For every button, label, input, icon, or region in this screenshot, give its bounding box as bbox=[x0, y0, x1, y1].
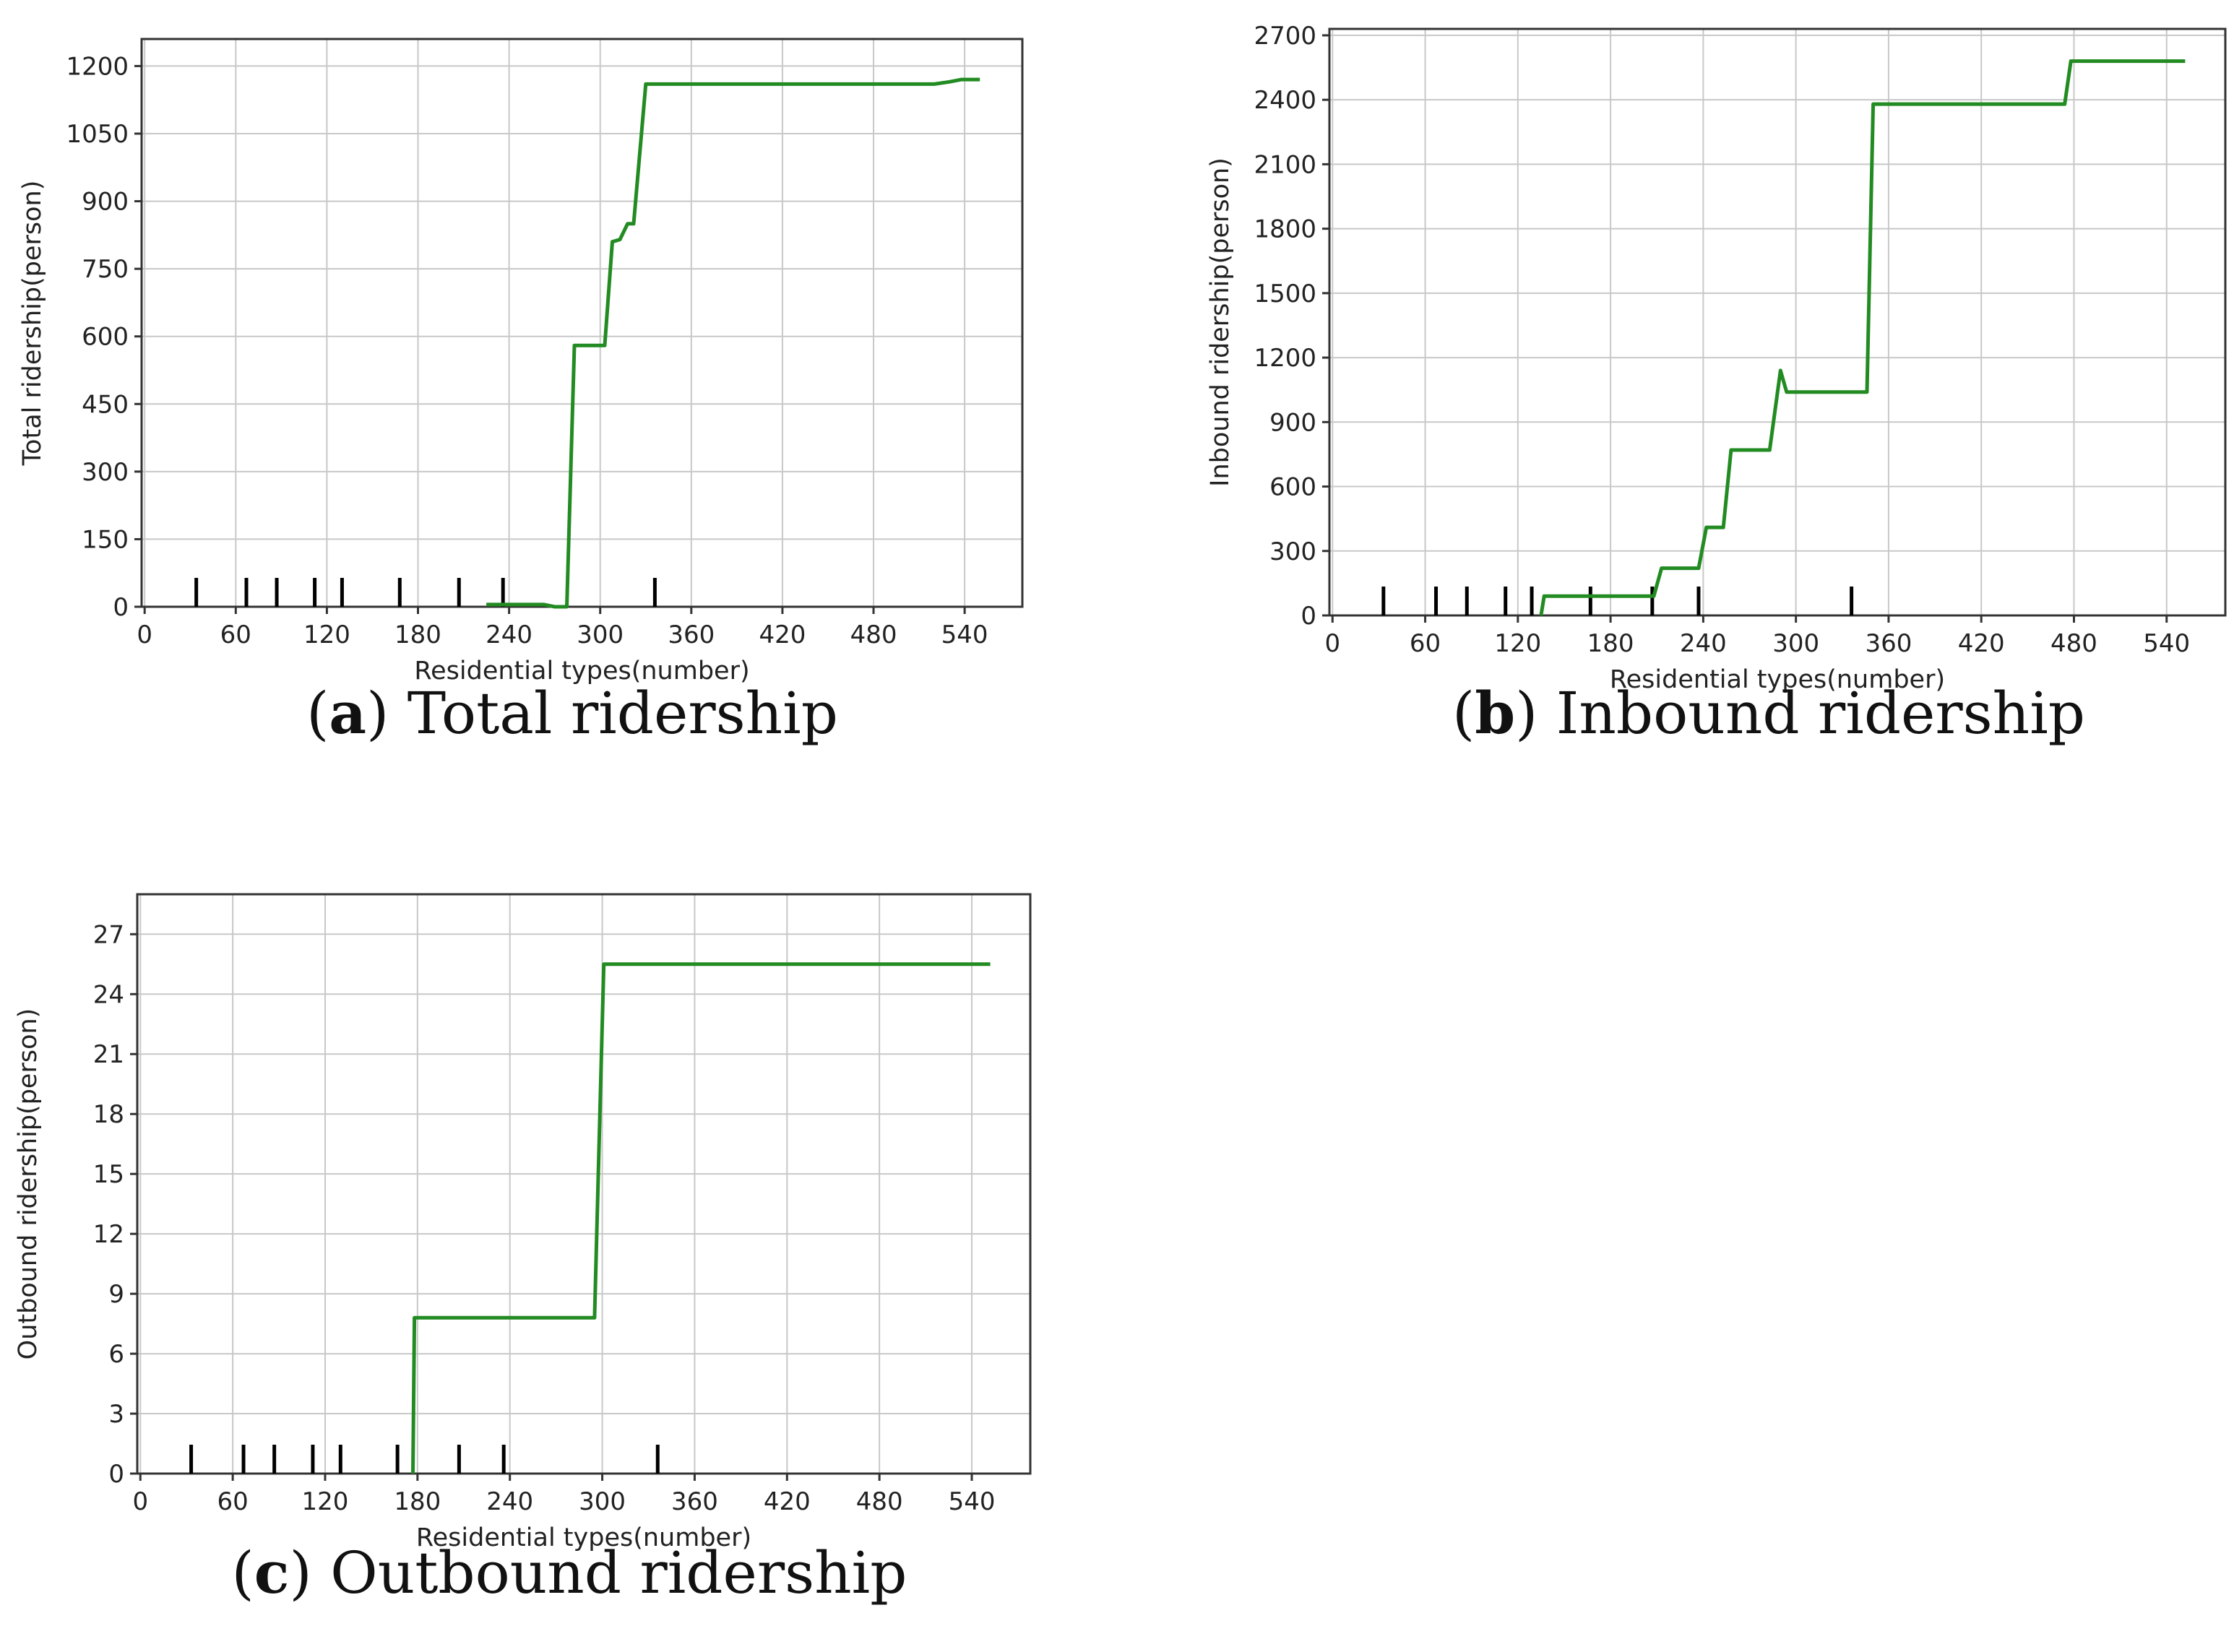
x-tick-label: 60 bbox=[1410, 629, 1441, 658]
y-tick-label: 1800 bbox=[1254, 215, 1316, 244]
y-tick-label: 27 bbox=[93, 920, 124, 949]
x-tick-label: 480 bbox=[2050, 629, 2097, 658]
x-tick-label: 480 bbox=[850, 620, 897, 649]
x-tick-label: 60 bbox=[217, 1487, 248, 1516]
x-tick-label: 120 bbox=[1494, 629, 1541, 658]
x-tick-label: 240 bbox=[486, 620, 532, 649]
x-tick-label: 360 bbox=[668, 620, 715, 649]
x-tick-label: 180 bbox=[394, 1487, 441, 1516]
x-tick-label: 240 bbox=[1680, 629, 1727, 658]
y-tick-label: 24 bbox=[93, 980, 124, 1009]
caption-text: Inbound ridership bbox=[1556, 680, 2085, 747]
y-tick-label: 0 bbox=[113, 593, 129, 622]
x-tick-label: 420 bbox=[764, 1487, 811, 1516]
y-tick-label: 18 bbox=[93, 1100, 124, 1129]
x-tick-label: 0 bbox=[132, 1487, 148, 1516]
caption-total-ridership: (a) Total ridership bbox=[306, 679, 838, 747]
y-tick-label: 0 bbox=[1301, 602, 1316, 631]
plot-frame bbox=[140, 38, 1024, 608]
y-tick-label: 150 bbox=[82, 525, 129, 554]
y-axis-label: Total ridership(person) bbox=[18, 181, 47, 467]
x-tick-label: 240 bbox=[486, 1487, 533, 1516]
y-tick-label: 300 bbox=[82, 458, 129, 487]
y-tick-label: 600 bbox=[82, 323, 129, 352]
y-tick-label: 1500 bbox=[1254, 280, 1316, 308]
y-axis-label: Outbound ridership(person) bbox=[14, 1008, 43, 1360]
x-tick-label: 540 bbox=[941, 620, 988, 649]
x-tick-label: 60 bbox=[220, 620, 251, 649]
x-tick-label: 360 bbox=[671, 1487, 718, 1516]
y-tick-label: 600 bbox=[1269, 473, 1316, 502]
x-tick-label: 300 bbox=[577, 620, 624, 649]
x-tick-label: 480 bbox=[856, 1487, 903, 1516]
y-tick-label: 300 bbox=[1269, 537, 1316, 566]
x-tick-label: 180 bbox=[1587, 629, 1634, 658]
y-tick-label: 2700 bbox=[1254, 22, 1316, 51]
caption-outbound-ridership: (c) Outbound ridership bbox=[231, 1539, 907, 1606]
plot-frame bbox=[1328, 27, 2227, 617]
y-tick-label: 21 bbox=[93, 1040, 124, 1069]
series-line bbox=[1539, 59, 2186, 616]
x-axis-label: Residential types(number) bbox=[414, 657, 749, 686]
x-tick-label: 0 bbox=[137, 620, 152, 649]
x-tick-label: 120 bbox=[303, 620, 350, 649]
caption-inbound-ridership: (b) Inbound ridership bbox=[1452, 679, 2085, 747]
x-tick-label: 180 bbox=[394, 620, 441, 649]
x-tick-label: 120 bbox=[302, 1487, 349, 1516]
y-tick-label: 9 bbox=[108, 1280, 124, 1309]
y-tick-label: 1200 bbox=[66, 52, 129, 81]
y-tick-label: 2400 bbox=[1254, 86, 1316, 115]
y-tick-label: 450 bbox=[82, 390, 129, 419]
caption-text: Total ridership bbox=[407, 680, 838, 747]
y-tick-label: 12 bbox=[93, 1220, 124, 1249]
x-tick-label: 540 bbox=[949, 1487, 996, 1516]
series-line bbox=[411, 962, 991, 1474]
caption-letter: c bbox=[254, 1539, 290, 1606]
y-tick-label: 0 bbox=[108, 1460, 124, 1489]
x-tick-label: 300 bbox=[579, 1487, 626, 1516]
y-tick-label: 900 bbox=[82, 188, 129, 217]
y-tick-label: 750 bbox=[82, 255, 129, 284]
series-line bbox=[486, 77, 980, 609]
caption-letter: a bbox=[329, 679, 367, 747]
x-tick-label: 420 bbox=[759, 620, 806, 649]
x-tick-label: 540 bbox=[2143, 629, 2190, 658]
x-tick-label: 300 bbox=[1772, 629, 1819, 658]
y-tick-label: 900 bbox=[1269, 408, 1316, 437]
x-tick-label: 0 bbox=[1324, 629, 1340, 658]
x-tick-label: 360 bbox=[1865, 629, 1912, 658]
caption-text: Outbound ridership bbox=[330, 1539, 907, 1606]
caption-letter: b bbox=[1475, 679, 1516, 747]
y-tick-label: 15 bbox=[93, 1160, 124, 1189]
y-tick-label: 6 bbox=[108, 1340, 124, 1369]
y-tick-label: 1050 bbox=[66, 120, 129, 149]
y-tick-label: 3 bbox=[108, 1400, 124, 1429]
x-axis-label: Residential types(number) bbox=[1610, 665, 1945, 694]
y-tick-label: 2100 bbox=[1254, 150, 1316, 179]
y-axis-label: Inbound ridership(person) bbox=[1206, 157, 1235, 487]
y-tick-label: 1200 bbox=[1254, 344, 1316, 373]
x-tick-label: 420 bbox=[1958, 629, 2005, 658]
plot-frame bbox=[136, 893, 1032, 1475]
x-axis-label: Residential types(number) bbox=[416, 1523, 751, 1552]
